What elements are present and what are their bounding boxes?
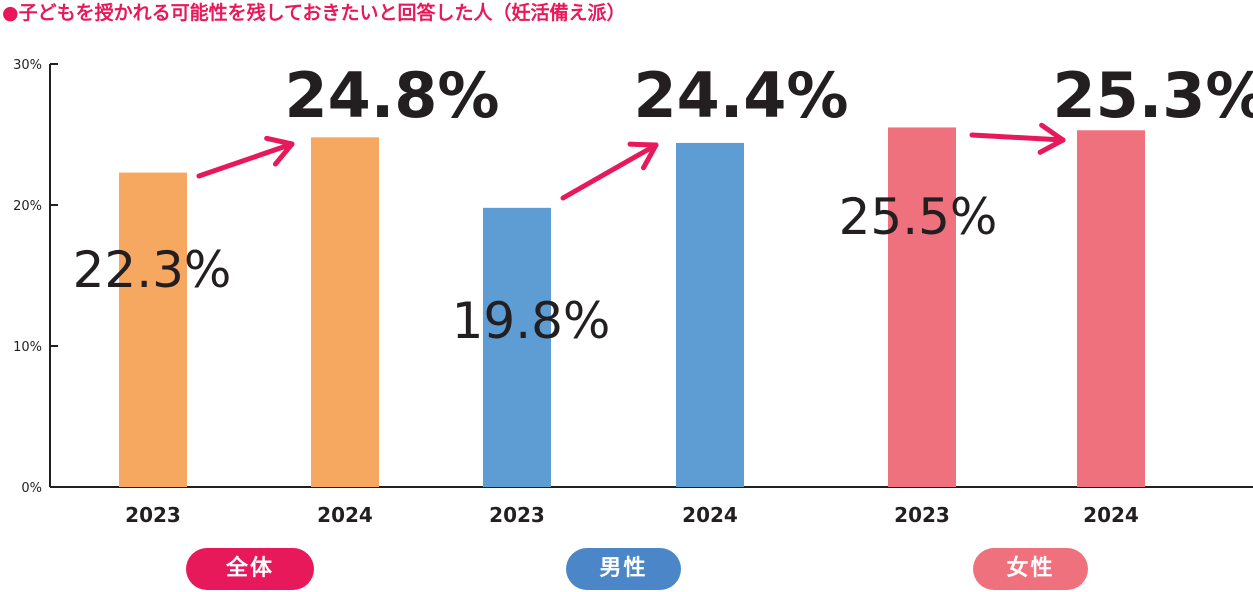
x-tick-label: 2024 (1083, 503, 1139, 527)
y-tick-label: 20% (13, 199, 42, 214)
bar (311, 137, 379, 487)
data-label: 24.8% (284, 59, 499, 132)
y-tick-label: 0% (21, 481, 42, 496)
bar (676, 142, 744, 487)
trend-arrow-head (264, 135, 295, 167)
bar (483, 207, 551, 487)
x-tick-label: 2023 (125, 503, 181, 527)
data-label: 19.8% (452, 292, 611, 350)
group-label-all: 全体 (186, 548, 314, 590)
y-tick-label: 10% (13, 340, 42, 355)
x-tick-label: 2024 (682, 503, 738, 527)
bar (888, 127, 956, 487)
bar (119, 172, 187, 487)
trend-arrow (969, 132, 1066, 143)
data-label: 25.5% (839, 188, 998, 246)
trend-arrow-head (1037, 122, 1066, 155)
y-tick-label: 30% (13, 58, 42, 73)
x-tick-label: 2023 (894, 503, 950, 527)
x-tick-label: 2023 (489, 503, 545, 527)
group-label-male: 男性 (566, 548, 681, 590)
data-label: 22.3% (73, 241, 232, 299)
data-label: 24.4% (633, 59, 848, 132)
bar (1077, 130, 1145, 487)
trend-arrow-head (627, 141, 659, 171)
x-tick-label: 2024 (317, 503, 373, 527)
trend-arrow (560, 142, 659, 201)
trend-arrow (196, 141, 295, 179)
data-label: 25.3% (1052, 59, 1253, 132)
chart-title: ●子どもを授かれる可能性を残しておきたいと回答した人（妊活備え派） (2, 2, 626, 24)
group-label-female: 女性 (973, 548, 1088, 590)
